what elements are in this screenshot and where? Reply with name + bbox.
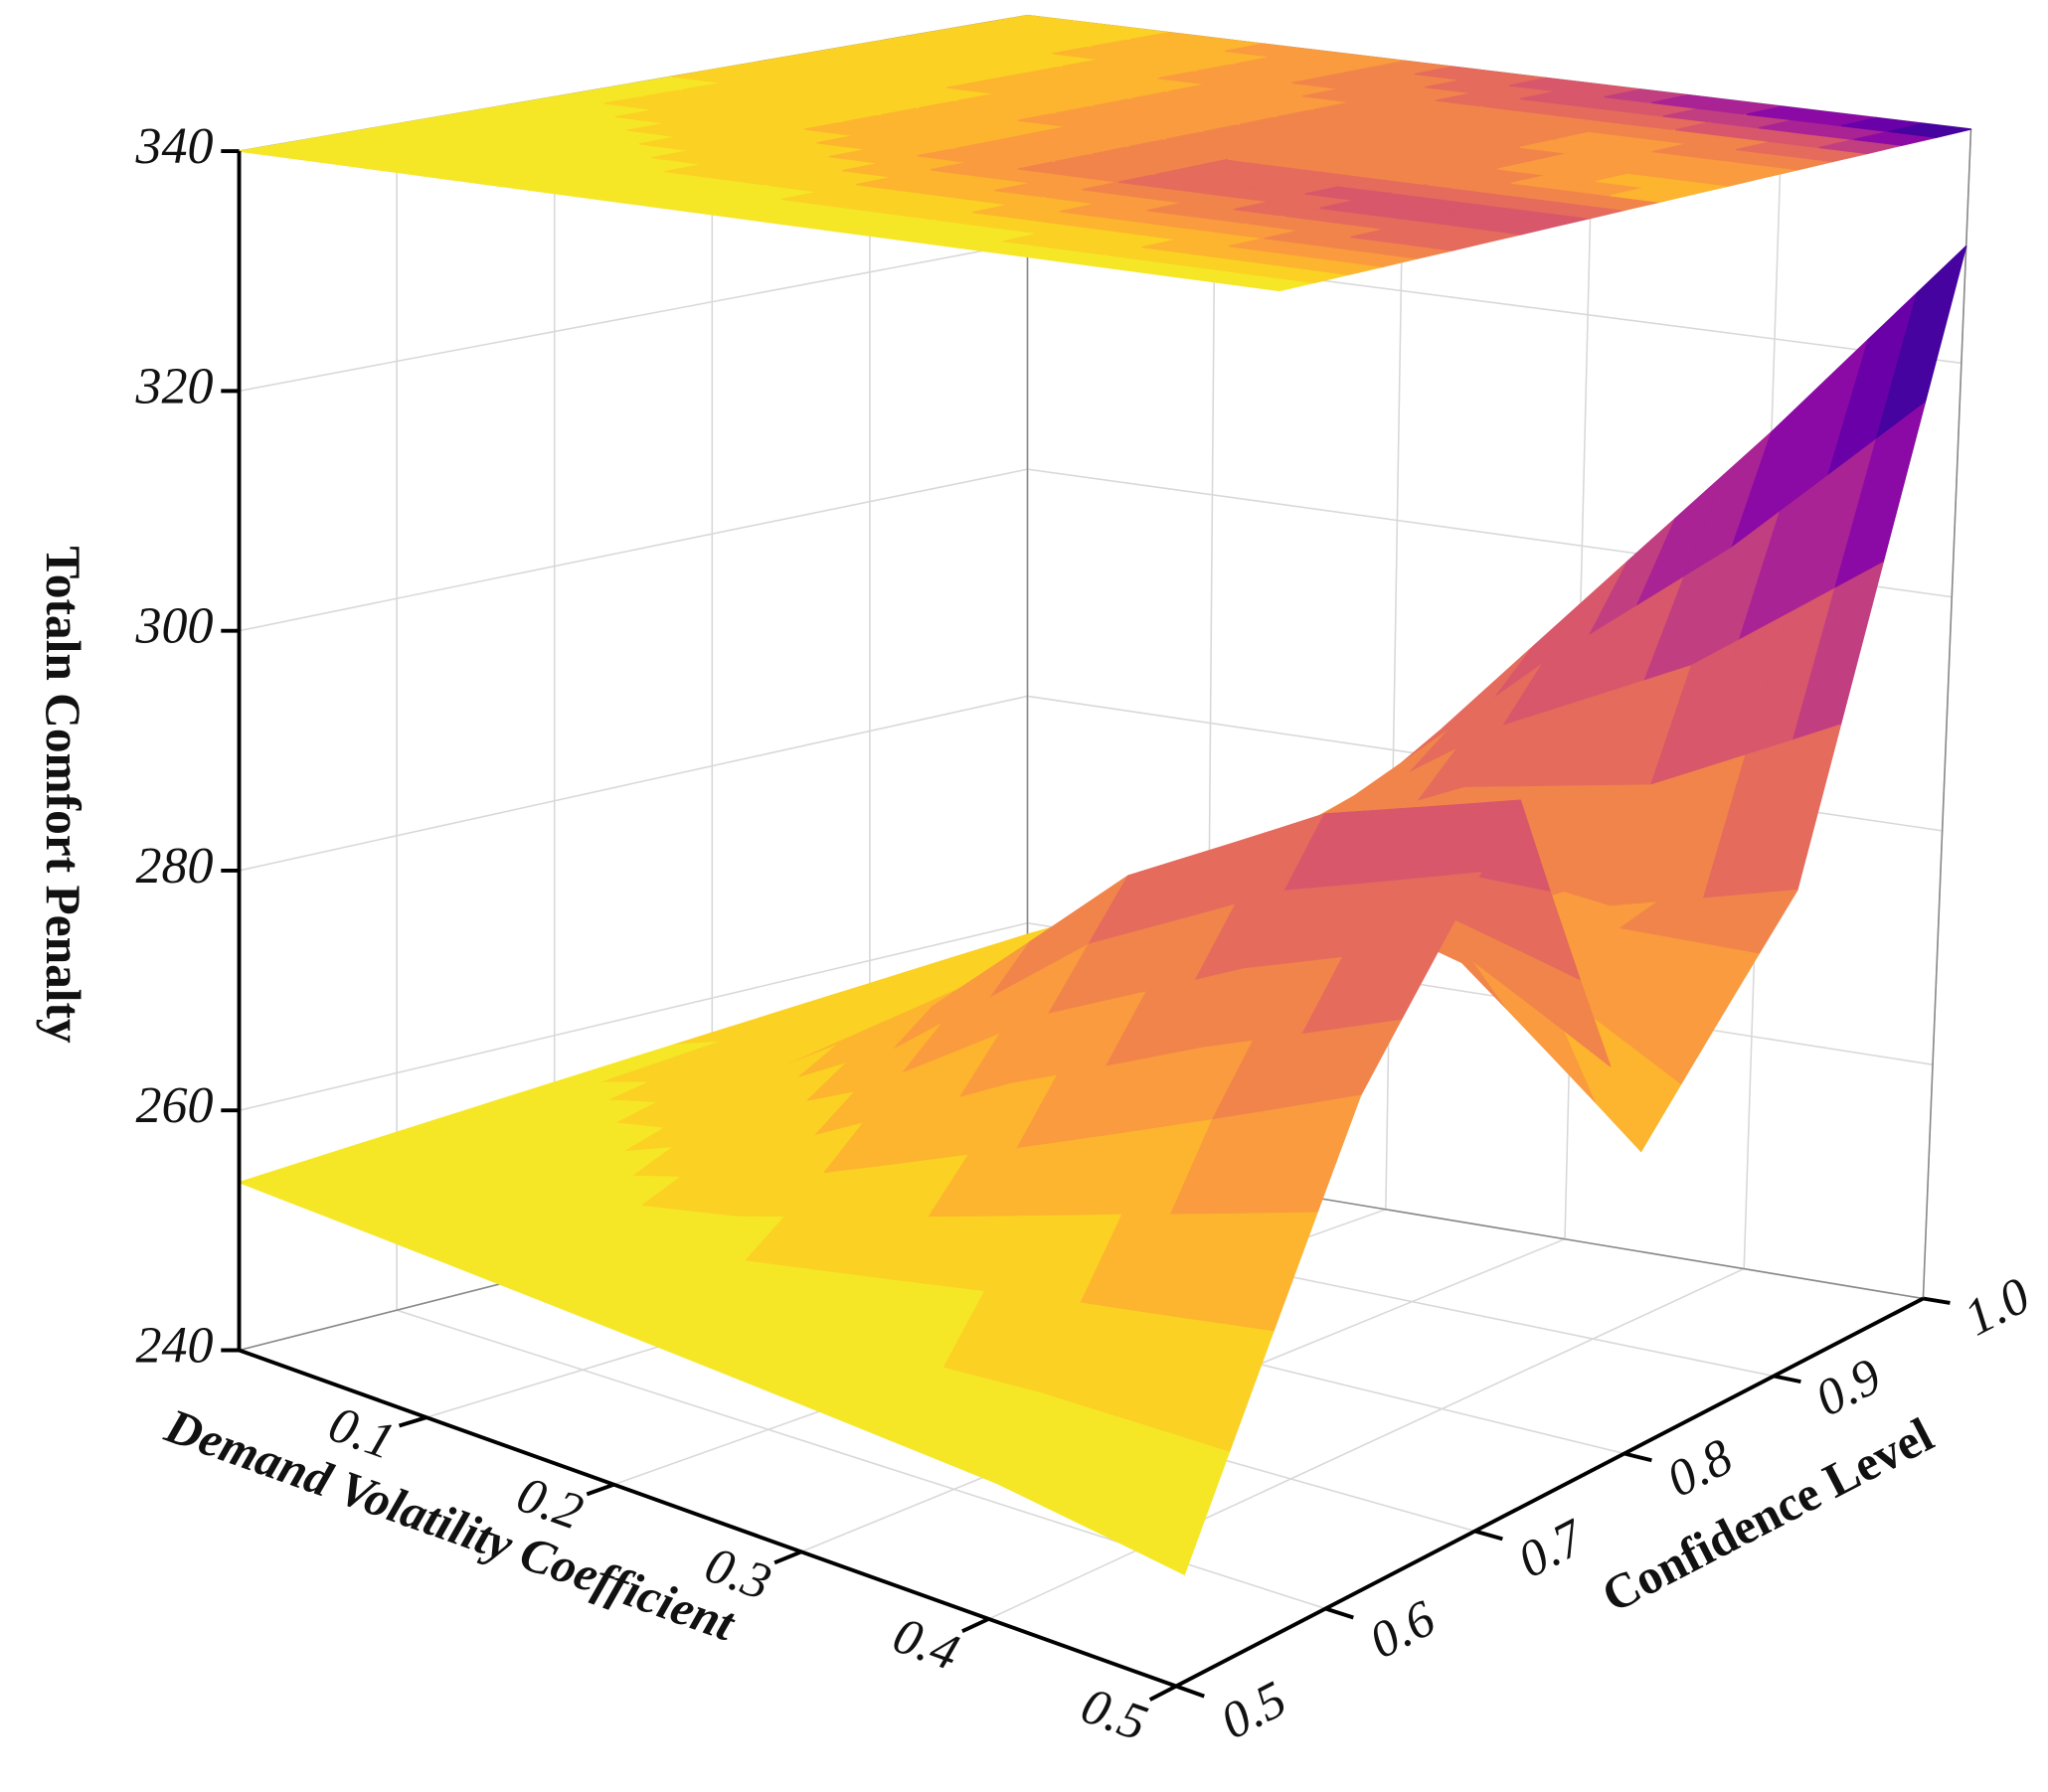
- z-axis-title: Totaln Comfort Penalty: [36, 546, 90, 1044]
- z-tick-label: 260: [135, 1077, 213, 1134]
- x-tick: [773, 1549, 802, 1565]
- y-tick: [1773, 1374, 1801, 1385]
- grid-line: [239, 468, 1028, 632]
- z-tick-label: 320: [134, 358, 213, 414]
- box-edge: [1922, 128, 1972, 1299]
- y-tick: [1623, 1451, 1652, 1463]
- surface-cell: [1136, 1436, 1230, 1575]
- contour-projection-cell: [1888, 122, 1972, 138]
- z-tick-label: 340: [134, 118, 213, 175]
- y-tick: [1474, 1529, 1503, 1542]
- z-tick-label: 280: [135, 838, 213, 895]
- x-tick: [586, 1482, 615, 1497]
- x-axis: [238, 1348, 1177, 1689]
- grid-line: [239, 695, 1028, 872]
- z-tick-label: 240: [135, 1317, 213, 1374]
- grid-line: [239, 242, 1028, 393]
- grid-line: [988, 1267, 1745, 1620]
- x-tick: [398, 1415, 427, 1428]
- y-tick: [1923, 1296, 1951, 1305]
- y-axis: [1175, 1296, 1925, 1689]
- x-tick: [1148, 1684, 1177, 1702]
- x-tick: [961, 1617, 990, 1633]
- y-tick: [1324, 1606, 1354, 1620]
- z-tick-label: 300: [134, 598, 213, 655]
- grid-line: [239, 921, 1028, 1111]
- y-tick: [1175, 1684, 1205, 1699]
